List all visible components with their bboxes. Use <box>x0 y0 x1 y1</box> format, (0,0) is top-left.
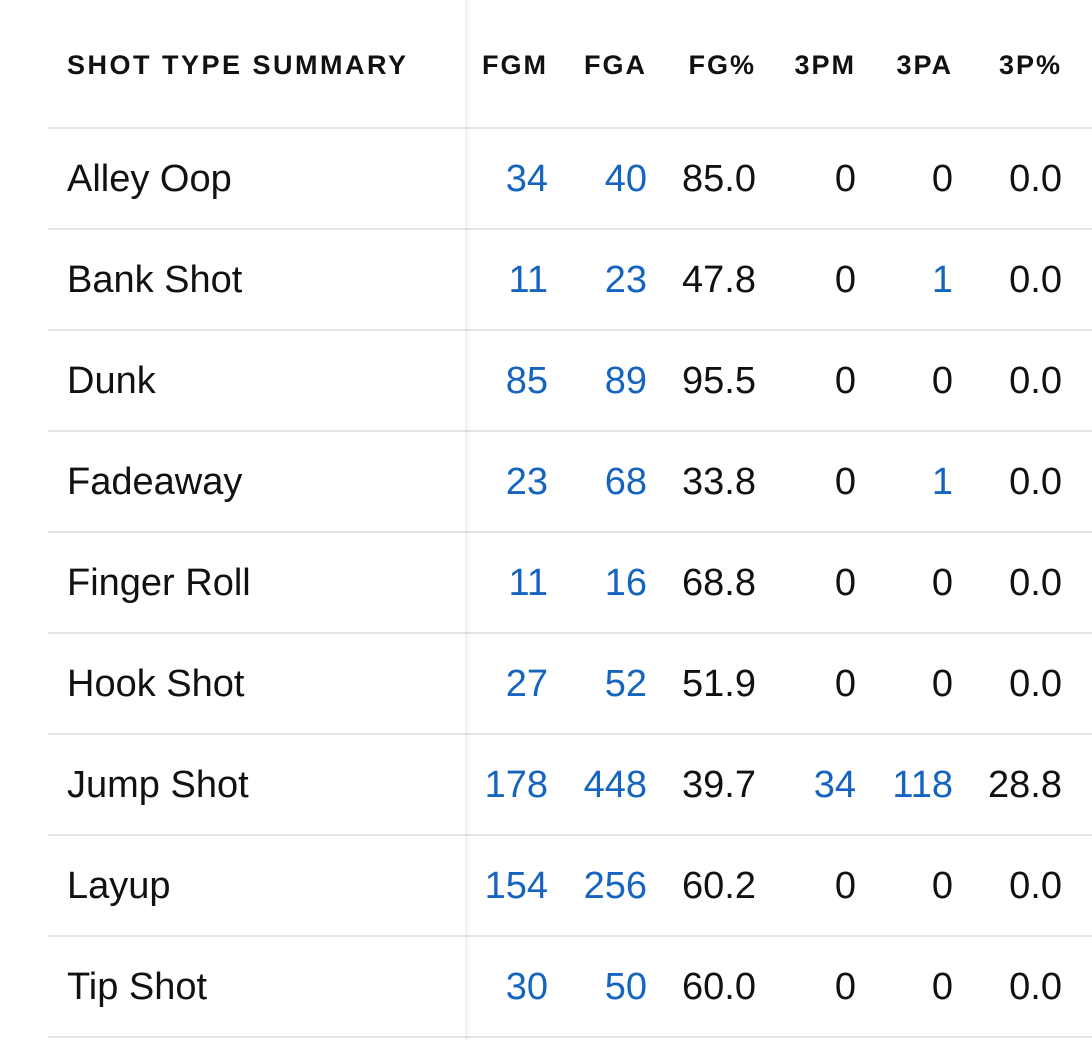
column-header-3pa[interactable]: 3PA <box>896 50 953 80</box>
cell-fga[interactable]: 52 <box>604 663 647 705</box>
cell-fga[interactable]: 40 <box>604 158 647 200</box>
shot-type-name: Layup <box>67 865 171 907</box>
table-row: Jump Shot 178 448 39.7 34 118 28.8 <box>48 735 1092 836</box>
cell-fg-pct: 60.2 <box>682 865 756 907</box>
cell-fga[interactable]: 89 <box>604 360 647 402</box>
cell-fg-pct: 33.8 <box>682 461 756 503</box>
cell-3pm: 0 <box>834 562 856 604</box>
cell-3p-pct: 0.0 <box>1009 663 1062 705</box>
cell-fgm[interactable]: 34 <box>505 158 548 200</box>
shot-type-name: Dunk <box>67 360 156 402</box>
cell-fgm[interactable]: 11 <box>508 259 548 301</box>
cell-fg-pct: 60.0 <box>682 966 756 1008</box>
cell-3pa: 0 <box>931 663 953 705</box>
cell-3pm: 0 <box>834 663 856 705</box>
column-header-3pm[interactable]: 3PM <box>794 50 856 80</box>
cell-3pa: 0 <box>931 562 953 604</box>
cell-fg-pct: 51.9 <box>682 663 756 705</box>
cell-3p-pct: 0.0 <box>1009 562 1062 604</box>
column-header-fg-pct[interactable]: FG% <box>688 50 756 80</box>
cell-3p-pct: 0.0 <box>1009 360 1062 402</box>
cell-3pm: 0 <box>834 461 856 503</box>
cell-fga[interactable]: 16 <box>604 562 647 604</box>
shot-type-name: Hook Shot <box>67 663 245 705</box>
cell-3pm[interactable]: 34 <box>813 764 856 806</box>
cell-3pa: 0 <box>931 865 953 907</box>
cell-3pm: 0 <box>834 360 856 402</box>
cell-fg-pct: 47.8 <box>682 259 756 301</box>
cell-3p-pct: 28.8 <box>988 764 1062 806</box>
cell-3pa: 0 <box>931 966 953 1008</box>
cell-3pm: 0 <box>834 966 856 1008</box>
table-header: SHOT TYPE SUMMARY FGM FGA FG% 3PM 3PA 3P… <box>48 0 1092 129</box>
column-header-3p-pct[interactable]: 3P% <box>998 50 1062 80</box>
shot-type-name: Tip Shot <box>67 966 208 1008</box>
table-row: Fadeaway 23 68 33.8 0 1 0.0 <box>48 432 1092 533</box>
cell-fga[interactable]: 448 <box>583 764 647 806</box>
cell-3pa[interactable]: 1 <box>931 259 953 301</box>
column-header-fga[interactable]: FGA <box>584 50 647 80</box>
table-title: SHOT TYPE SUMMARY <box>67 50 409 80</box>
cell-fg-pct: 85.0 <box>682 158 756 200</box>
cell-fg-pct: 68.8 <box>682 562 756 604</box>
cell-3p-pct: 0.0 <box>1009 158 1062 200</box>
cell-fgm[interactable]: 85 <box>505 360 548 402</box>
cell-3pa[interactable]: 118 <box>892 764 953 806</box>
shot-type-name: Fadeaway <box>67 461 243 503</box>
cell-fga[interactable]: 50 <box>604 966 647 1008</box>
shot-type-name: Bank Shot <box>67 259 243 301</box>
cell-fg-pct: 95.5 <box>682 360 756 402</box>
cell-fgm[interactable]: 30 <box>505 966 548 1008</box>
table-row: Dunk 85 89 95.5 0 0 0.0 <box>48 331 1092 432</box>
cell-3p-pct: 0.0 <box>1009 461 1062 503</box>
cell-3pm: 0 <box>834 259 856 301</box>
cell-fgm[interactable]: 11 <box>508 562 548 604</box>
cell-3pa: 0 <box>931 360 953 402</box>
table-row: Bank Shot 11 23 47.8 0 1 0.0 <box>48 230 1092 331</box>
cell-fgm[interactable]: 178 <box>484 764 548 806</box>
cell-3pa: 0 <box>931 158 953 200</box>
table-row: Finger Roll 11 16 68.8 0 0 0.0 <box>48 533 1092 634</box>
shot-type-name: Finger Roll <box>67 562 251 604</box>
cell-fga[interactable]: 256 <box>583 865 647 907</box>
cell-3p-pct: 0.0 <box>1009 865 1062 907</box>
shot-type-name: Jump Shot <box>67 764 249 806</box>
cell-fgm[interactable]: 23 <box>505 461 548 503</box>
shot-type-name: Alley Oop <box>67 158 232 200</box>
table-row: Tip Shot 30 50 60.0 0 0 0.0 <box>48 937 1092 1038</box>
table-row: Layup 154 256 60.2 0 0 0.0 <box>48 836 1092 937</box>
cell-3pa[interactable]: 1 <box>931 461 953 503</box>
cell-3p-pct: 0.0 <box>1009 966 1062 1008</box>
table-row: Hook Shot 27 52 51.9 0 0 0.0 <box>48 634 1092 735</box>
frozen-column-shadow <box>465 0 471 1040</box>
cell-fga[interactable]: 68 <box>604 461 647 503</box>
cell-3p-pct: 0.0 <box>1009 259 1062 301</box>
cell-3pm: 0 <box>834 158 856 200</box>
cell-fgm[interactable]: 27 <box>505 663 548 705</box>
table-row: Alley Oop 34 40 85.0 0 0 0.0 <box>48 129 1092 230</box>
cell-3pm: 0 <box>834 865 856 907</box>
column-header-fgm[interactable]: FGM <box>482 50 548 80</box>
cell-fgm[interactable]: 154 <box>484 865 548 907</box>
cell-fg-pct: 39.7 <box>682 764 756 806</box>
cell-fga[interactable]: 23 <box>604 259 647 301</box>
